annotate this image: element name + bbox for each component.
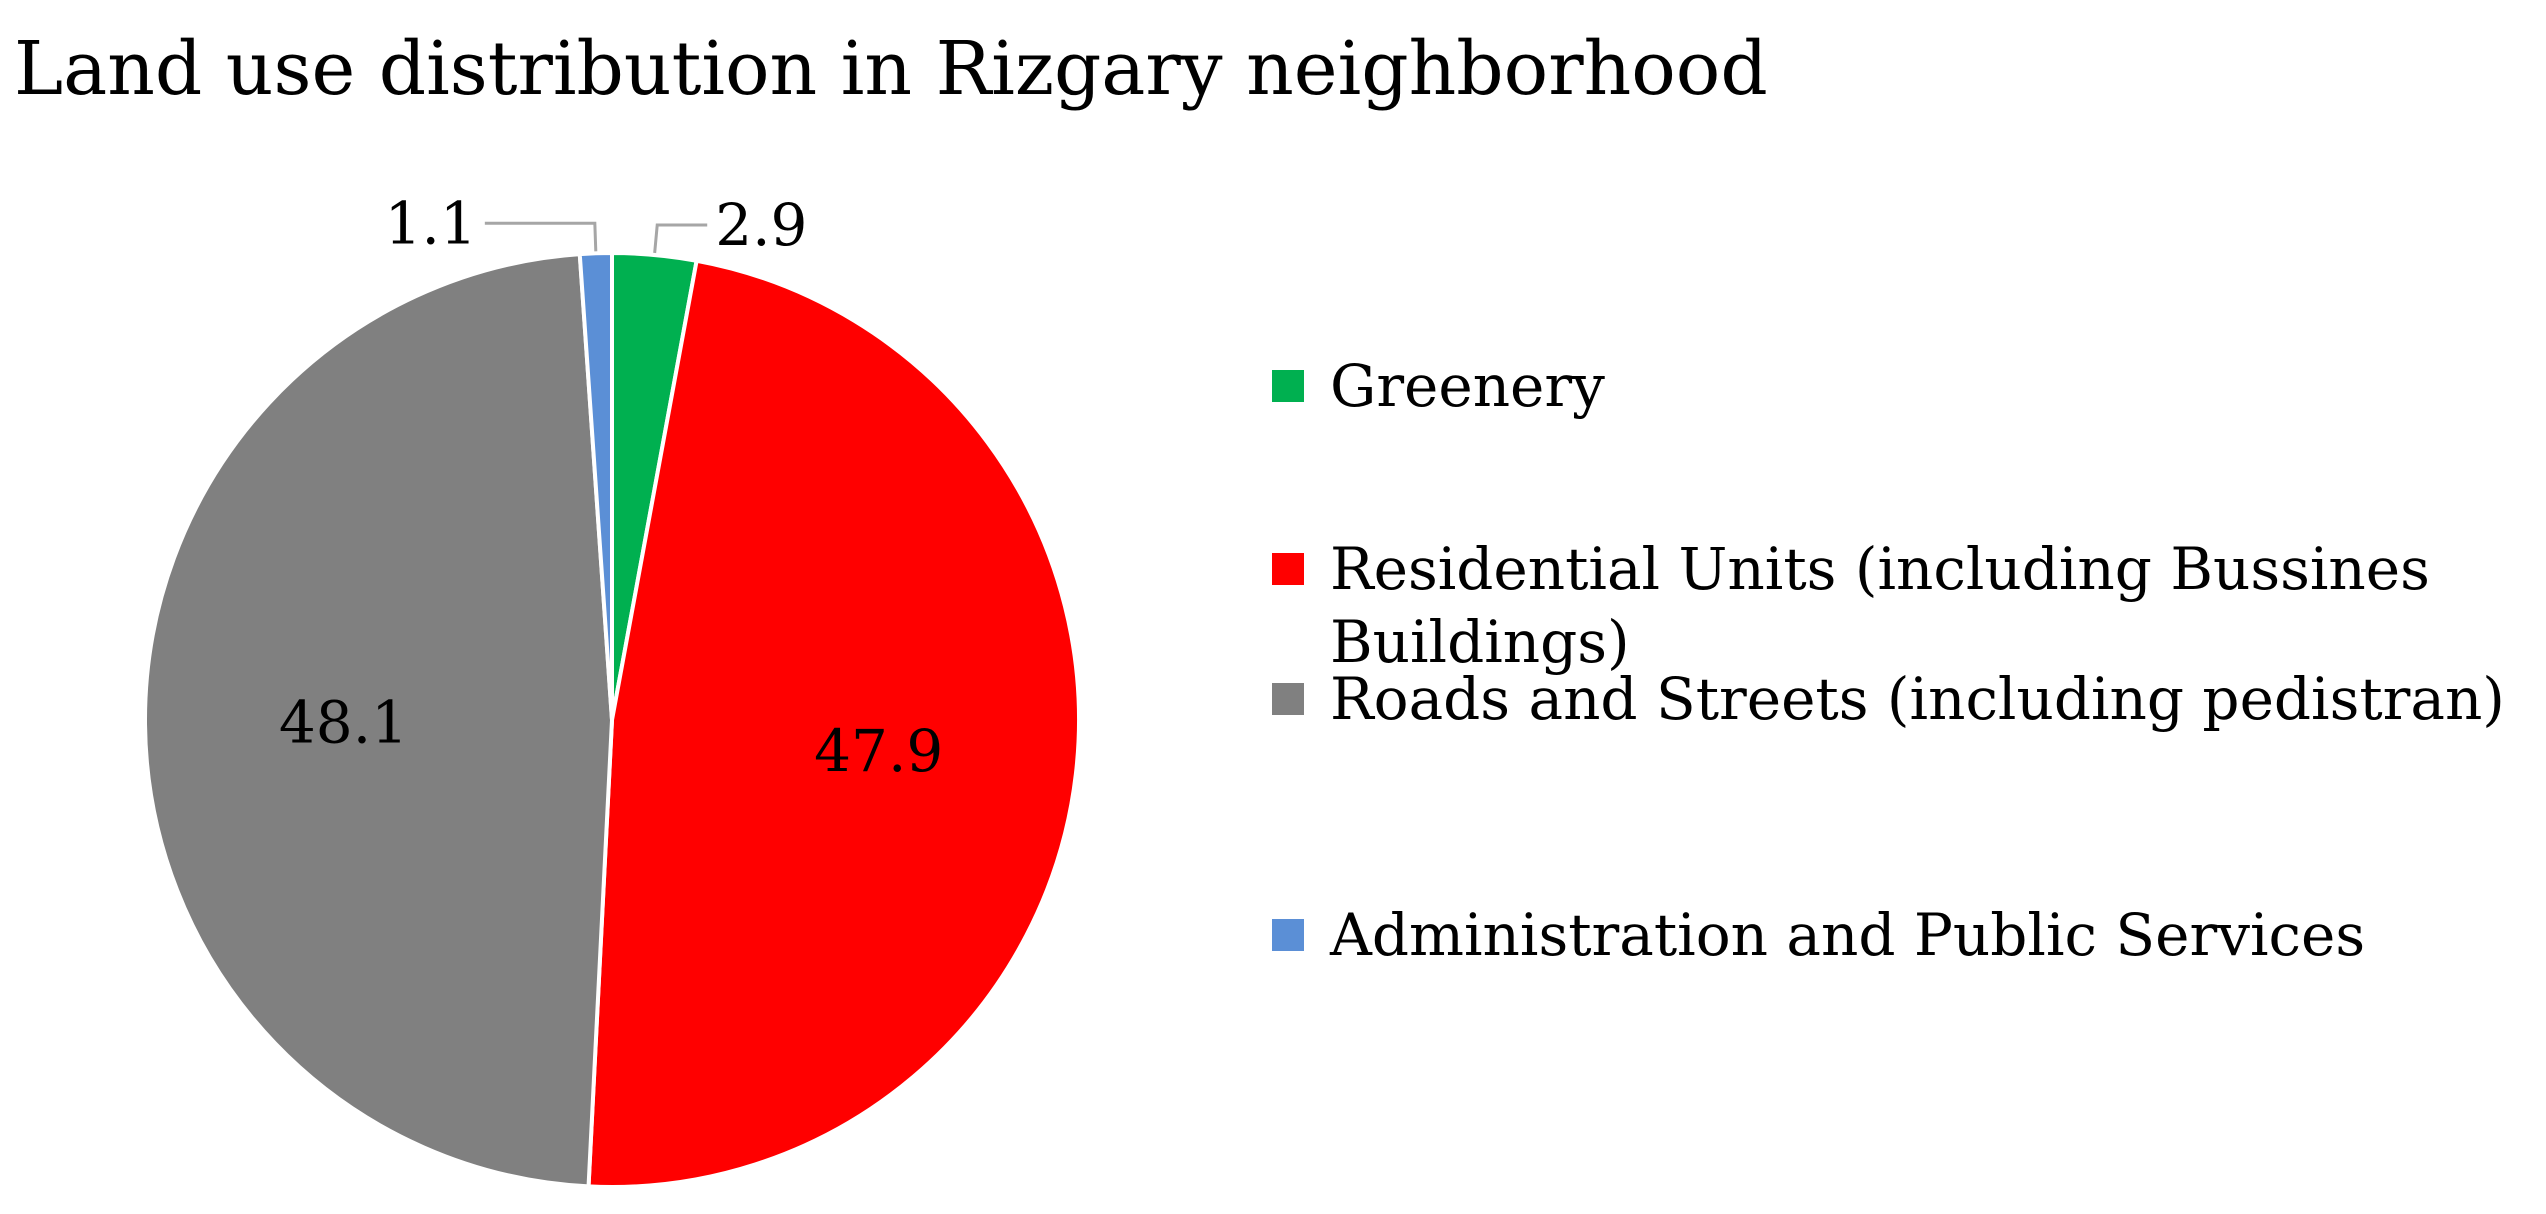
legend-swatch-greenery [1272, 370, 1304, 402]
pie-slice-residential-units-including-bussines-buildings [586, 258, 1081, 1189]
data-label-residential-units-including-bussines-buildings: 47.9 [814, 717, 943, 785]
data-label-administration-and-public-services: 1.1 [385, 189, 477, 257]
legend-label-residential-units-including-bussines-buildings: Residential Units (including Bussines [1330, 535, 2430, 603]
legend: Greenery Residential Units (including Bus… [1272, 352, 2505, 969]
data-labels: 2.9 47.9 48.1 1.1 [279, 189, 943, 785]
leader-lines [484, 221, 708, 254]
legend-swatch-residential-units-including-bussines-buildings [1272, 553, 1304, 585]
legend-label-roads-and-streets-including-pedistran: Roads and Streets (including pedistran) [1330, 665, 2505, 733]
legend-label-greenery: Greenery [1330, 352, 1605, 420]
legend-swatch-administration-and-public-services [1272, 919, 1304, 951]
chart-title: Land use distribution in Rizgary neighbo… [14, 26, 1768, 112]
leader-line-greenery [653, 223, 708, 254]
legend-label-residential-units-including-bussines-buildings-line-2: Buildings) [1330, 608, 1630, 676]
legend-swatch-roads-and-streets-including-pedistran [1272, 683, 1304, 715]
pie-slice-roads-and-streets-including-pedistran [143, 252, 614, 1189]
leader-line-administration-and-public-services [484, 221, 598, 252]
legend-label-administration-and-public-services: Administration and Public Services [1329, 901, 2365, 969]
data-label-greenery: 2.9 [715, 191, 807, 259]
data-label-roads-and-streets-including-pedistran: 48.1 [279, 689, 408, 757]
pie-slice-administration-and-public-services [577, 251, 614, 722]
pie-slices [143, 251, 1081, 1189]
